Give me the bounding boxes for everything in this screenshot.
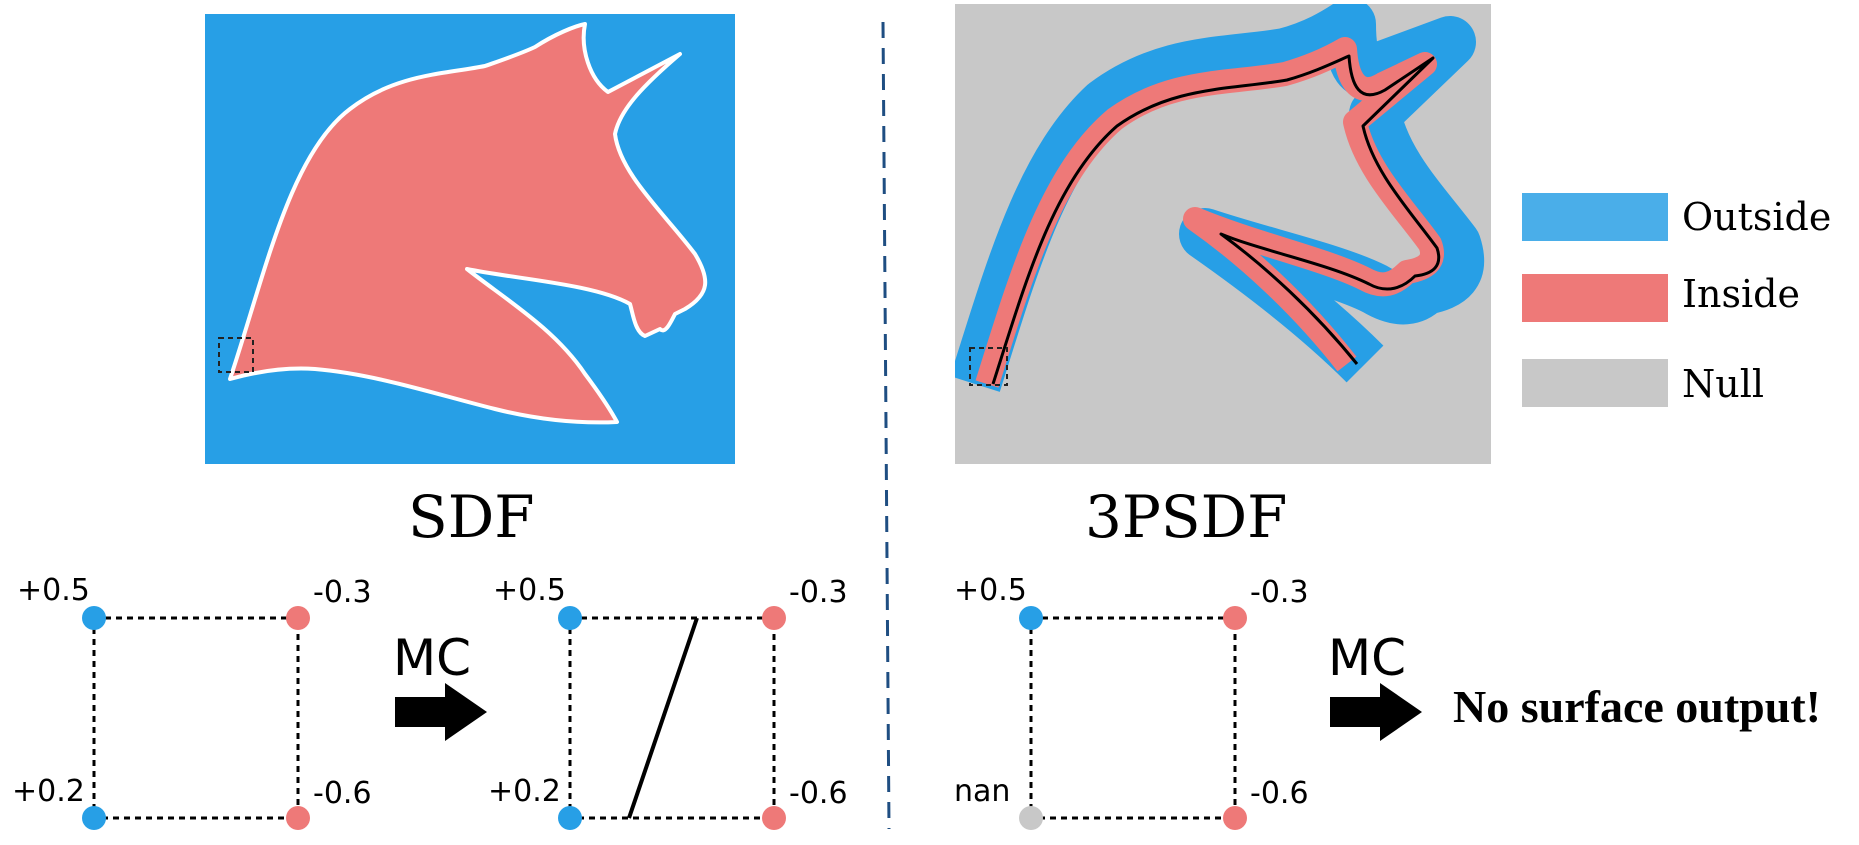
- corner-dot-red: [286, 606, 310, 630]
- psdf-image: [955, 4, 1491, 464]
- value-label: +0.2: [488, 774, 561, 809]
- cell-sdf-before: [82, 606, 310, 830]
- legend-label-inside: Inside: [1682, 272, 1800, 316]
- legend-swatch-null: [1522, 359, 1668, 407]
- corner-dot-blue: [82, 606, 106, 630]
- mc-label: MC: [393, 629, 472, 687]
- corner-dot-blue: [558, 606, 582, 630]
- sdf-image: [205, 14, 735, 464]
- legend-label-outside: Outside: [1682, 195, 1832, 239]
- legend-swatch-outside: [1522, 193, 1668, 241]
- corner-dot-red: [762, 806, 786, 830]
- value-label: +0.5: [17, 573, 90, 608]
- sdf-zoom-box: [218, 337, 254, 373]
- value-label: -0.3: [1250, 575, 1309, 610]
- psdf-inside-band: [975, 37, 1444, 388]
- extracted-surface-line: [627, 617, 699, 819]
- sdf-unicorn-inside: [228, 22, 708, 425]
- value-label: -0.6: [1250, 776, 1309, 811]
- corner-dot-blue: [558, 806, 582, 830]
- arrow-icon: [1330, 683, 1422, 741]
- sdf-title: SDF: [408, 483, 535, 551]
- corner-dot-red: [286, 806, 310, 830]
- cell-psdf-before: [1019, 606, 1247, 830]
- value-label: nan: [954, 774, 1011, 809]
- panel-divider: [881, 21, 891, 830]
- value-label: -0.6: [313, 776, 372, 811]
- value-label: -0.3: [313, 575, 372, 610]
- corner-dot-red: [762, 606, 786, 630]
- value-label: +0.5: [954, 573, 1027, 608]
- corner-dot-blue: [1019, 606, 1043, 630]
- arrow-icon: [395, 683, 487, 741]
- psdf-title: 3PSDF: [1085, 483, 1288, 551]
- mc-label: MC: [1328, 629, 1407, 687]
- value-label: -0.3: [789, 575, 848, 610]
- psdf-surface-line: [991, 54, 1441, 385]
- corner-dot-red: [1223, 606, 1247, 630]
- value-label: -0.6: [789, 776, 848, 811]
- cell-sdf-after: [558, 606, 786, 830]
- no-surface-output-text: No surface output!: [1453, 681, 1821, 732]
- legend-swatch-inside: [1522, 274, 1668, 322]
- corner-dot-blue: [82, 806, 106, 830]
- legend-label-null: Null: [1682, 362, 1765, 406]
- value-label: +0.2: [12, 774, 85, 809]
- corner-dot-gray: [1019, 806, 1043, 830]
- value-label: +0.5: [493, 573, 566, 608]
- corner-dot-red: [1223, 806, 1247, 830]
- psdf-zoom-box: [969, 347, 1008, 386]
